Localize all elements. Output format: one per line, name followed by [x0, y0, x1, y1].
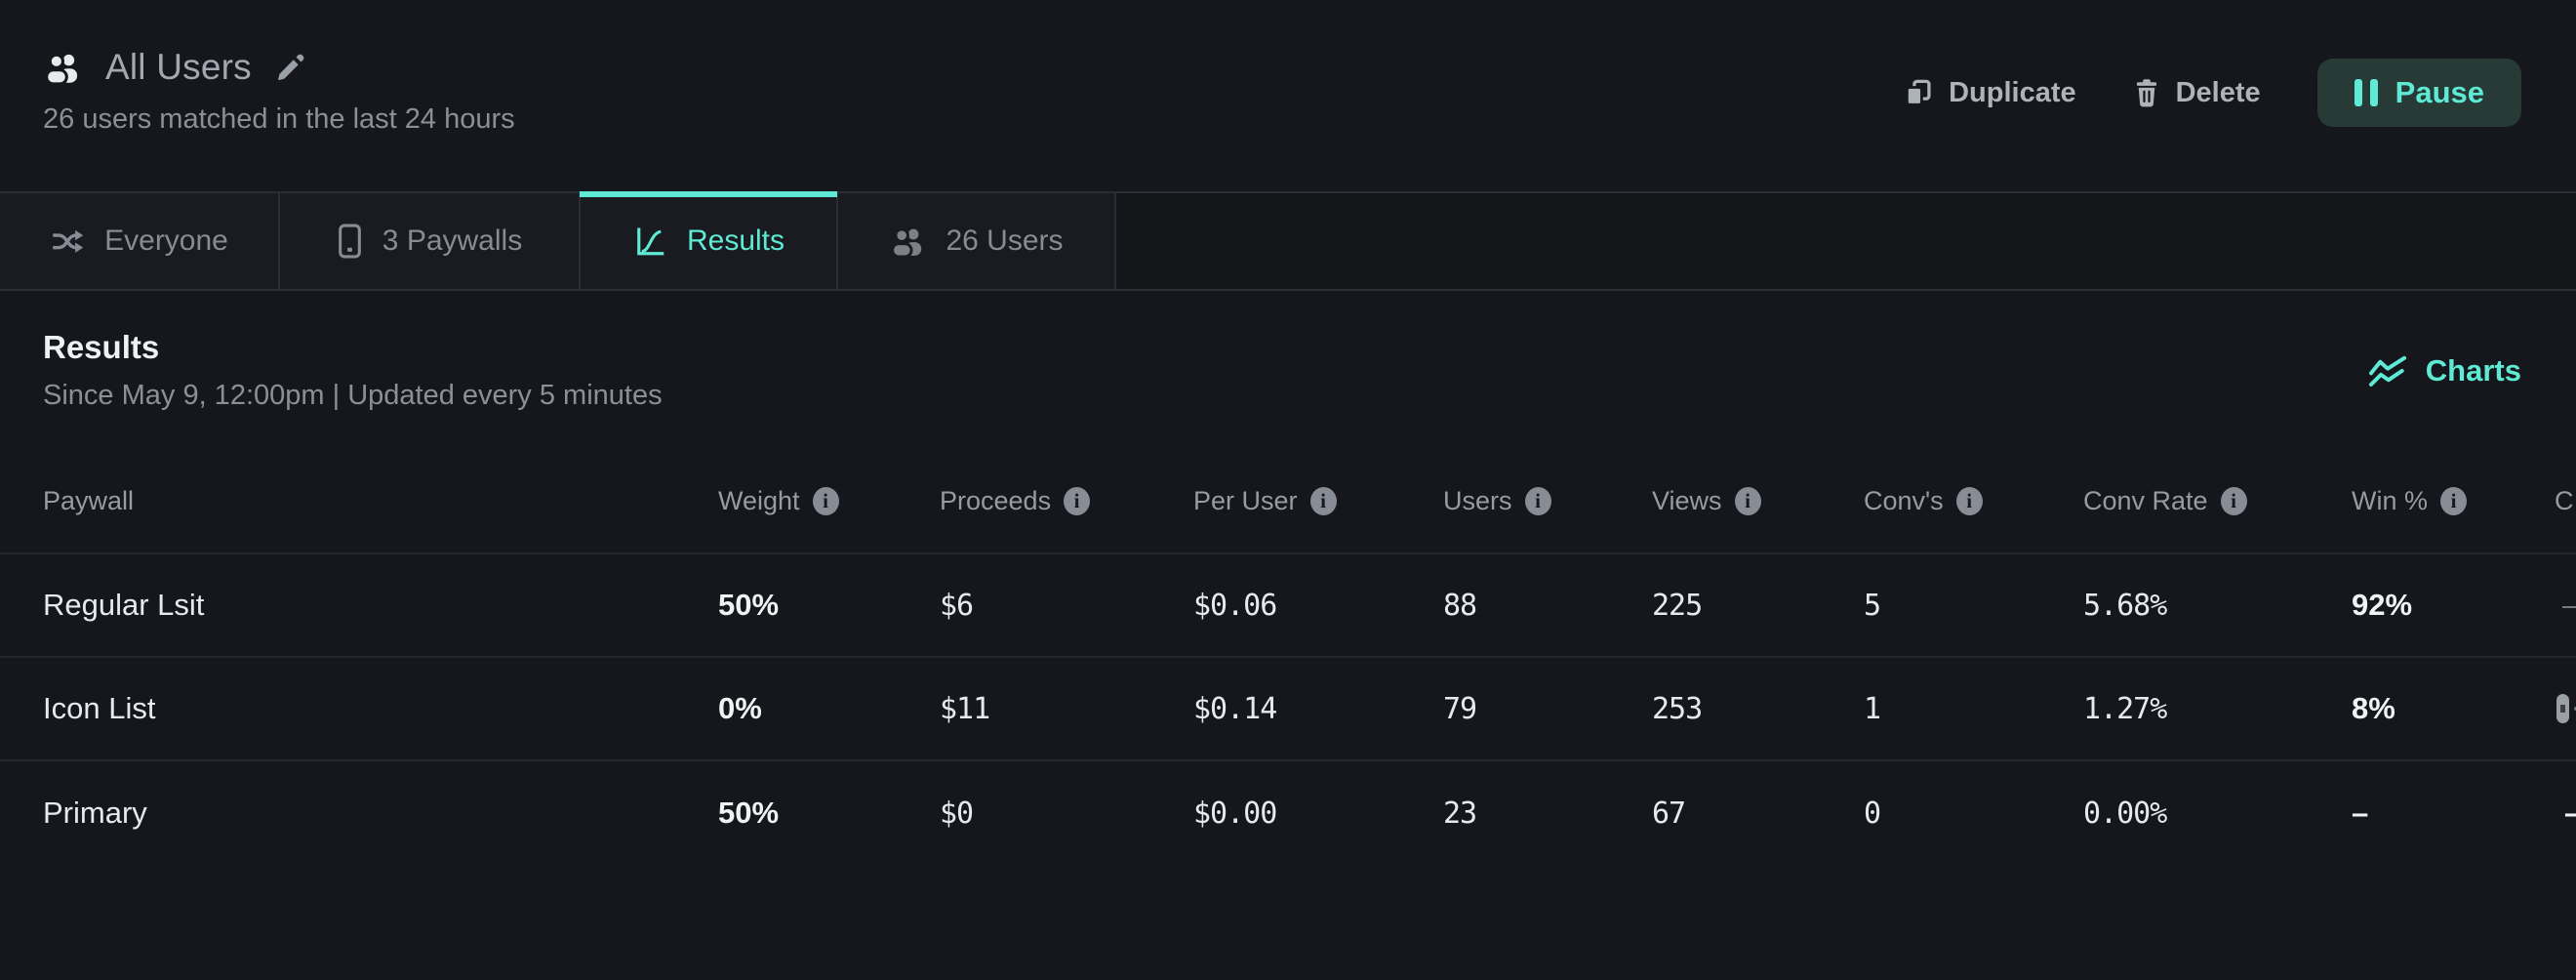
- paywall-name: Icon List: [43, 691, 156, 725]
- pause-icon: [2354, 79, 2378, 106]
- header: All Users 26 users matched in the last 2…: [0, 0, 2576, 191]
- results-header: Results Since May 9, 12:00pm | Updated e…: [0, 291, 2576, 450]
- col-users: Users: [1443, 486, 1652, 516]
- tab-users[interactable]: 26 Users: [838, 193, 1116, 289]
- users-value: 88: [1443, 588, 1477, 623]
- info-icon[interactable]: [1524, 487, 1551, 515]
- table-row[interactable]: Primary 50% $0 $0.00 23 67 0 0.00% – –: [0, 761, 2576, 865]
- pencil-icon[interactable]: [275, 52, 306, 83]
- duplicate-button[interactable]: Duplicate: [1904, 77, 2076, 109]
- info-icon[interactable]: [1734, 487, 1761, 515]
- results-heading: Results: [43, 329, 160, 365]
- convs-value: 1: [1864, 691, 1881, 726]
- matched-users-subtitle: 26 users matched in the last 24 hours: [43, 103, 515, 135]
- paywall-name: Regular Lsit: [43, 588, 205, 622]
- clipped-cell: –: [2555, 796, 2576, 831]
- views-value: 225: [1652, 588, 1703, 623]
- info-icon[interactable]: [812, 487, 839, 515]
- col-clipped: C: [2555, 486, 2574, 515]
- convs-value: 5: [1864, 588, 1881, 623]
- clipped-cell: –: [2555, 588, 2576, 623]
- proceeds-value: $6: [940, 588, 974, 623]
- proceeds-value: $0: [940, 796, 974, 831]
- table-row[interactable]: Icon List 0% $11 $0.14 79 253 1 1.27% 8%: [0, 658, 2576, 761]
- info-icon[interactable]: [2220, 487, 2247, 515]
- proceeds-value: $11: [940, 691, 990, 726]
- delete-label: Delete: [2175, 76, 2261, 108]
- users-value: 23: [1443, 796, 1477, 831]
- duplicate-label: Duplicate: [1949, 76, 2076, 108]
- tab-label: 3 Paywalls: [382, 225, 523, 257]
- pause-label: Pause: [2395, 75, 2484, 109]
- table-row[interactable]: Regular Lsit 50% $6 $0.06 88 225 5 5.68%…: [0, 554, 2576, 658]
- line-chart-icon: [637, 227, 664, 256]
- results-subheading: Since May 9, 12:00pm | Updated every 5 m…: [43, 380, 663, 411]
- shuffle-split-icon: [53, 229, 84, 253]
- win-value: 92%: [2352, 588, 2413, 622]
- per-user-value: $0.14: [1193, 691, 1277, 726]
- clipped-dots-icon: [2574, 707, 2576, 711]
- info-icon[interactable]: [1064, 487, 1091, 515]
- tab-results[interactable]: Results: [580, 191, 838, 289]
- clipped-cell: [2555, 694, 2576, 723]
- experiment-dashboard: All Users 26 users matched in the last 2…: [0, 0, 2576, 865]
- users-icon: [891, 227, 922, 257]
- trend-lines-icon: [2368, 355, 2406, 387]
- copy-icon: [1906, 79, 1931, 106]
- conv-rate-value: 0.00%: [2083, 796, 2167, 831]
- per-user-value: $0.06: [1193, 588, 1277, 623]
- win-value: 8%: [2352, 691, 2395, 725]
- header-actions: Duplicate Delete Pause: [1904, 59, 2521, 127]
- delete-button[interactable]: Delete: [2133, 77, 2261, 109]
- per-user-value: $0.00: [1193, 796, 1277, 831]
- results-table: Paywall Weight Proceeds Per User Users V…: [0, 450, 2576, 865]
- info-icon[interactable]: [1955, 487, 1983, 515]
- tab-paywalls[interactable]: 3 Paywalls: [280, 193, 581, 289]
- conv-rate-value: 5.68%: [2083, 588, 2167, 623]
- tab-everyone[interactable]: Everyone: [0, 193, 280, 289]
- col-weight: Weight: [718, 486, 940, 516]
- charts-button[interactable]: Charts: [2367, 353, 2521, 388]
- win-value: –: [2352, 796, 2369, 830]
- users-icon: [45, 53, 78, 84]
- charts-label: Charts: [2425, 352, 2521, 388]
- pause-button[interactable]: Pause: [2316, 59, 2521, 127]
- conv-rate-value: 1.27%: [2083, 691, 2167, 726]
- convs-value: 0: [1864, 796, 1881, 831]
- col-views: Views: [1652, 486, 1864, 516]
- page-title: All Users: [105, 47, 252, 87]
- title-block: All Users 26 users matched in the last 2…: [43, 47, 515, 136]
- tab-bar: Everyone 3 Paywalls Results 26 Users: [0, 191, 2576, 291]
- info-icon[interactable]: [1309, 487, 1337, 515]
- table-header-row: Paywall Weight Proceeds Per User Users V…: [0, 450, 2576, 554]
- clipped-pill-icon: [2556, 694, 2569, 723]
- users-value: 79: [1443, 691, 1477, 726]
- col-per-user: Per User: [1193, 486, 1443, 516]
- weight-value: 50%: [718, 588, 780, 622]
- trash-icon: [2136, 79, 2156, 107]
- col-paywall: Paywall: [43, 486, 135, 515]
- paywall-name: Primary: [43, 796, 147, 830]
- tab-label: Everyone: [104, 225, 228, 257]
- tab-bar-filler: [1116, 193, 2576, 289]
- phone-icon: [338, 224, 361, 259]
- weight-value: 50%: [718, 796, 780, 830]
- tab-label: Results: [686, 225, 785, 257]
- tab-label: 26 Users: [946, 225, 1064, 257]
- col-proceeds: Proceeds: [940, 486, 1193, 516]
- col-conv-rate: Conv Rate: [2083, 486, 2352, 516]
- info-icon[interactable]: [2440, 487, 2468, 515]
- col-win: Win %: [2352, 486, 2555, 516]
- col-convs: Conv's: [1864, 486, 2083, 516]
- weight-value: 0%: [718, 691, 762, 725]
- views-value: 253: [1652, 691, 1703, 726]
- views-value: 67: [1652, 796, 1686, 831]
